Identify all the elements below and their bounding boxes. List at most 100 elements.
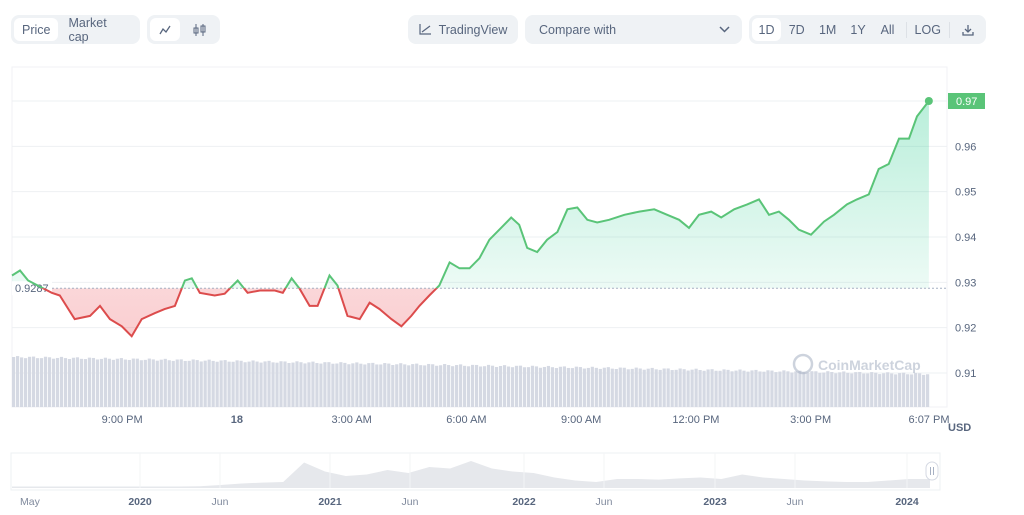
tradingview-label: TradingView <box>438 22 508 37</box>
volume-bar <box>574 366 578 407</box>
volume-bar <box>550 367 555 407</box>
volume-bar <box>159 359 163 407</box>
volume-bar <box>375 364 379 407</box>
volume-bar <box>107 358 111 407</box>
download-button[interactable] <box>954 18 983 41</box>
volume-bar <box>103 357 107 407</box>
volume-bar <box>279 361 283 407</box>
log-toggle[interactable]: LOG <box>914 22 941 37</box>
navigator-tick-label: 2024 <box>895 496 919 508</box>
range-all[interactable]: All <box>880 22 895 37</box>
tab-price[interactable]: Price <box>14 18 59 41</box>
volume-bar <box>486 364 491 407</box>
volume-bar <box>151 359 155 407</box>
volume-bar <box>59 356 64 407</box>
volume-bar <box>435 365 439 407</box>
volume-bar <box>411 364 415 407</box>
candlestick-icon <box>193 23 205 36</box>
compare-placeholder: Compare with <box>539 22 617 37</box>
volume-bar <box>714 370 718 407</box>
volume-bar <box>199 361 203 407</box>
volume-bar <box>538 367 543 407</box>
volume-bar <box>770 370 774 407</box>
volume-bar <box>638 368 642 407</box>
volume-bar <box>682 369 686 407</box>
volume-bar <box>211 360 215 407</box>
current-price-badge <box>948 93 985 109</box>
divider <box>905 21 907 38</box>
candlestick-button[interactable] <box>182 18 216 41</box>
volume-bar <box>15 356 20 407</box>
volume-bar <box>642 369 646 407</box>
volume-bar <box>351 363 355 407</box>
volume-bar <box>926 374 930 407</box>
volume-bar <box>590 366 594 407</box>
volume-bar <box>914 372 918 407</box>
volume-bar <box>658 369 662 407</box>
volume-bar <box>207 359 211 407</box>
volume-bar <box>131 358 135 407</box>
range-7d[interactable]: 7D <box>788 22 805 37</box>
volume-bar <box>83 359 88 407</box>
range-1m[interactable]: 1M <box>818 22 837 37</box>
volume-bar <box>67 359 72 407</box>
volume-bar <box>215 361 219 407</box>
navigator-tick-label: May <box>20 496 41 508</box>
navigator-handle[interactable] <box>925 461 939 481</box>
volume-bar <box>694 368 698 407</box>
price-area-down <box>12 288 929 337</box>
x-tick-label: 6:07 PM <box>909 414 950 426</box>
volume-bar <box>514 365 519 407</box>
x-tick-label: 6:00 AM <box>446 414 486 426</box>
volume-bar <box>363 364 367 407</box>
volume-bar <box>834 373 838 407</box>
volume-bar <box>331 363 335 407</box>
volume-bar <box>311 361 315 407</box>
line-chart-button[interactable] <box>150 18 180 41</box>
navigator-axis: May 2020 Jun 2021 Jun 2022 Jun 2023 Jun 2024 <box>20 496 919 508</box>
tradingview-button[interactable]: TradingView <box>408 15 518 44</box>
range-1d[interactable]: 1D <box>752 18 781 41</box>
volume-bar <box>259 362 263 407</box>
volume-bar <box>335 363 339 407</box>
volume-bar <box>802 372 806 407</box>
volume-bar <box>782 370 786 407</box>
volume-bar <box>187 360 191 407</box>
range-1y[interactable]: 1Y <box>850 22 866 37</box>
volume-bar <box>147 358 151 407</box>
volume-bar <box>383 363 387 407</box>
volume-bar <box>670 370 674 407</box>
volume-bar <box>403 364 407 407</box>
x-tick-label: 18 <box>231 414 243 426</box>
volume-bar <box>646 368 650 407</box>
volume-bar <box>490 365 495 407</box>
volume-bar <box>522 367 527 407</box>
volume-bar <box>251 360 255 407</box>
volume-bar <box>219 360 223 407</box>
navigator-area <box>12 461 930 488</box>
volume-bar <box>586 367 590 407</box>
y-axis-unit: USD <box>948 422 971 434</box>
compare-with-select[interactable]: Compare with <box>525 15 742 44</box>
volume-bar <box>179 359 183 407</box>
volume-bar <box>287 362 291 407</box>
volume-bar <box>55 357 60 407</box>
volume-bar <box>427 363 431 407</box>
volume-bar <box>139 360 143 407</box>
volume-bar <box>886 372 890 407</box>
volume-bar <box>814 371 818 407</box>
volume-bar <box>614 368 618 407</box>
volume-bar <box>922 374 926 407</box>
volume-bars <box>12 356 930 407</box>
volume-bar <box>510 367 515 407</box>
volume-bar <box>75 357 80 407</box>
volume-bar <box>359 363 363 407</box>
volume-bar <box>566 367 570 407</box>
volume-bar <box>367 363 371 407</box>
volume-bar <box>506 366 511 407</box>
volume-bar <box>910 374 914 407</box>
volume-bar <box>774 372 778 407</box>
tab-market-cap[interactable]: Market cap <box>68 15 107 44</box>
volume-bar <box>606 367 610 407</box>
